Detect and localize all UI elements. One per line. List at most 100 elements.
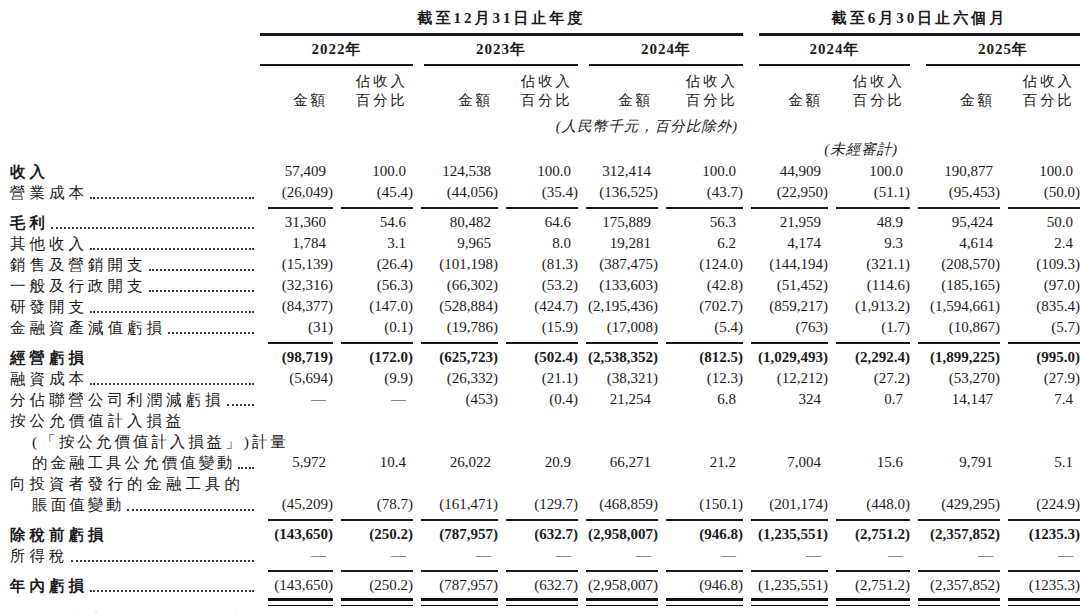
dot-leader bbox=[90, 311, 254, 313]
row-label-line: 金融資產減值虧損 bbox=[10, 317, 260, 338]
value: (632.7) bbox=[534, 524, 578, 545]
value: — bbox=[721, 545, 743, 566]
single-rule bbox=[341, 207, 413, 209]
value-cell: 6.2 bbox=[658, 233, 743, 254]
value-cell: 10.4 bbox=[333, 410, 413, 473]
double-rule bbox=[666, 598, 743, 606]
prospectus-page: 截至12月31日止年度截至6月30日止六個月2022年2023年2024年202… bbox=[0, 0, 1080, 613]
table-row: 營業成本(26,049)(45.4)(44,056)(35.4)(136,525… bbox=[10, 182, 1080, 203]
value-cell: 80,482 bbox=[413, 212, 498, 233]
year-label: 2024年 bbox=[759, 36, 910, 62]
dot-leader bbox=[51, 227, 254, 229]
rule-cell bbox=[828, 515, 910, 524]
value-cell: 56.3 bbox=[658, 212, 743, 233]
value-cell: (26,049) bbox=[260, 182, 333, 203]
value-cell: 21.2 bbox=[658, 410, 743, 473]
value: (5,694) bbox=[289, 368, 333, 389]
rule-cell bbox=[413, 566, 498, 575]
value-cell: (124.0) bbox=[658, 254, 743, 275]
table-row: 按公允價值計入損益(「按公允價值計入損益」)計量的金融工具公允價值變動5,972… bbox=[10, 410, 1080, 473]
value: (2,958,007) bbox=[588, 524, 658, 545]
row-label: 銷售及營銷開支 bbox=[10, 254, 260, 275]
value-cell: (250.2) bbox=[333, 524, 413, 545]
value: (2,357,852) bbox=[930, 524, 1000, 545]
value: (124.0) bbox=[699, 254, 743, 275]
value: (250.2) bbox=[369, 524, 413, 545]
value-cell: (32,316) bbox=[260, 275, 333, 296]
single-rule bbox=[1008, 342, 1080, 344]
value: (42.8) bbox=[707, 275, 743, 296]
value: (78.7) bbox=[377, 494, 413, 515]
value: 66,271 bbox=[610, 452, 658, 473]
period-group-cell: 截至6月30日止六個月 bbox=[743, 6, 1080, 36]
value-cell: (528,884) bbox=[413, 296, 498, 317]
table-row: 銷售及營銷開支(15,139)(26.4)(101,198)(81.3)(387… bbox=[10, 254, 1080, 275]
value-cell: (5.4) bbox=[658, 317, 743, 338]
row-label-line: 銷售及營銷開支 bbox=[10, 254, 260, 275]
value-cell: (26,332) bbox=[413, 368, 498, 389]
value-cell: — bbox=[498, 545, 578, 566]
year-label: 2022年 bbox=[260, 36, 413, 62]
value-cell: (35.4) bbox=[498, 182, 578, 203]
value: 14,147 bbox=[952, 389, 1000, 410]
value: 8.0 bbox=[552, 233, 578, 254]
value: 4,614 bbox=[959, 233, 1000, 254]
value: (10,867) bbox=[949, 317, 1000, 338]
value-cell: (172.0) bbox=[333, 347, 413, 368]
value: (448.0) bbox=[866, 494, 910, 515]
value-cell: (468,859) bbox=[578, 473, 658, 515]
value-cell: (1,913.2) bbox=[828, 296, 910, 317]
value-cell: (45.4) bbox=[333, 182, 413, 203]
value-cell: — bbox=[260, 389, 333, 410]
value-cell: (424.7) bbox=[498, 296, 578, 317]
value-cell: — bbox=[413, 545, 498, 566]
amount-header: 金額 bbox=[910, 91, 1000, 110]
value-cell: (5.7) bbox=[1000, 317, 1080, 338]
dot-leader bbox=[90, 248, 254, 250]
value-cell: (38,321) bbox=[578, 368, 658, 389]
value: (2,292.4) bbox=[855, 347, 910, 368]
dot-leader bbox=[127, 509, 255, 511]
value-cell: (1,029,493) bbox=[743, 347, 828, 368]
value: (702.7) bbox=[699, 296, 743, 317]
value: (250.2) bbox=[369, 575, 413, 596]
value: 100.0 bbox=[537, 161, 578, 182]
table-row: 除稅前虧損(143,650)(250.2)(787,957)(632.7)(2,… bbox=[10, 524, 1080, 545]
value: (50.0) bbox=[1044, 182, 1080, 203]
value: (27.9) bbox=[1044, 368, 1080, 389]
pct-header-cell: 佔收入百分比 bbox=[828, 66, 910, 115]
value-cell: 50.0 bbox=[1000, 212, 1080, 233]
value: (763) bbox=[796, 317, 829, 338]
value: (2,195,436) bbox=[588, 296, 658, 317]
table-row: 向投資者發行的金融工具的賬面值變動(45,209)(78.7)(161,471)… bbox=[10, 473, 1080, 515]
value: 5,972 bbox=[292, 452, 333, 473]
row-label: 所得稅 bbox=[10, 545, 260, 566]
value-cell: (78.7) bbox=[333, 473, 413, 515]
value-cell: (1,594,661) bbox=[910, 296, 1000, 317]
single-rule bbox=[1008, 570, 1080, 572]
row-label-line: 分佔聯營公司利潤減虧損 bbox=[10, 389, 260, 410]
value-cell: 21,254 bbox=[578, 389, 658, 410]
value-cell: — bbox=[828, 545, 910, 566]
value: (95,453) bbox=[949, 182, 1000, 203]
value-cell: — bbox=[333, 545, 413, 566]
value: (26,332) bbox=[447, 368, 498, 389]
value: (109.3) bbox=[1036, 254, 1080, 275]
rule-cell bbox=[828, 596, 910, 608]
value: 100.0 bbox=[372, 161, 413, 182]
rule-cell bbox=[828, 566, 910, 575]
value: 324 bbox=[799, 389, 829, 410]
value-cell: (66,302) bbox=[413, 275, 498, 296]
rule-cell bbox=[498, 596, 578, 608]
value: 54.6 bbox=[380, 212, 413, 233]
value: 44,909 bbox=[780, 161, 828, 182]
single-rule bbox=[341, 570, 413, 572]
row-label: 向投資者發行的金融工具的賬面值變動 bbox=[10, 473, 260, 515]
row-label: 營業成本 bbox=[10, 182, 260, 203]
value: — bbox=[978, 545, 1000, 566]
value: 3.1 bbox=[387, 233, 413, 254]
value-cell: (1,235,551) bbox=[743, 575, 828, 596]
value-cell: 124,538 bbox=[413, 161, 498, 182]
value: 0.7 bbox=[884, 389, 910, 410]
row-label-line: 所得稅 bbox=[10, 545, 260, 566]
